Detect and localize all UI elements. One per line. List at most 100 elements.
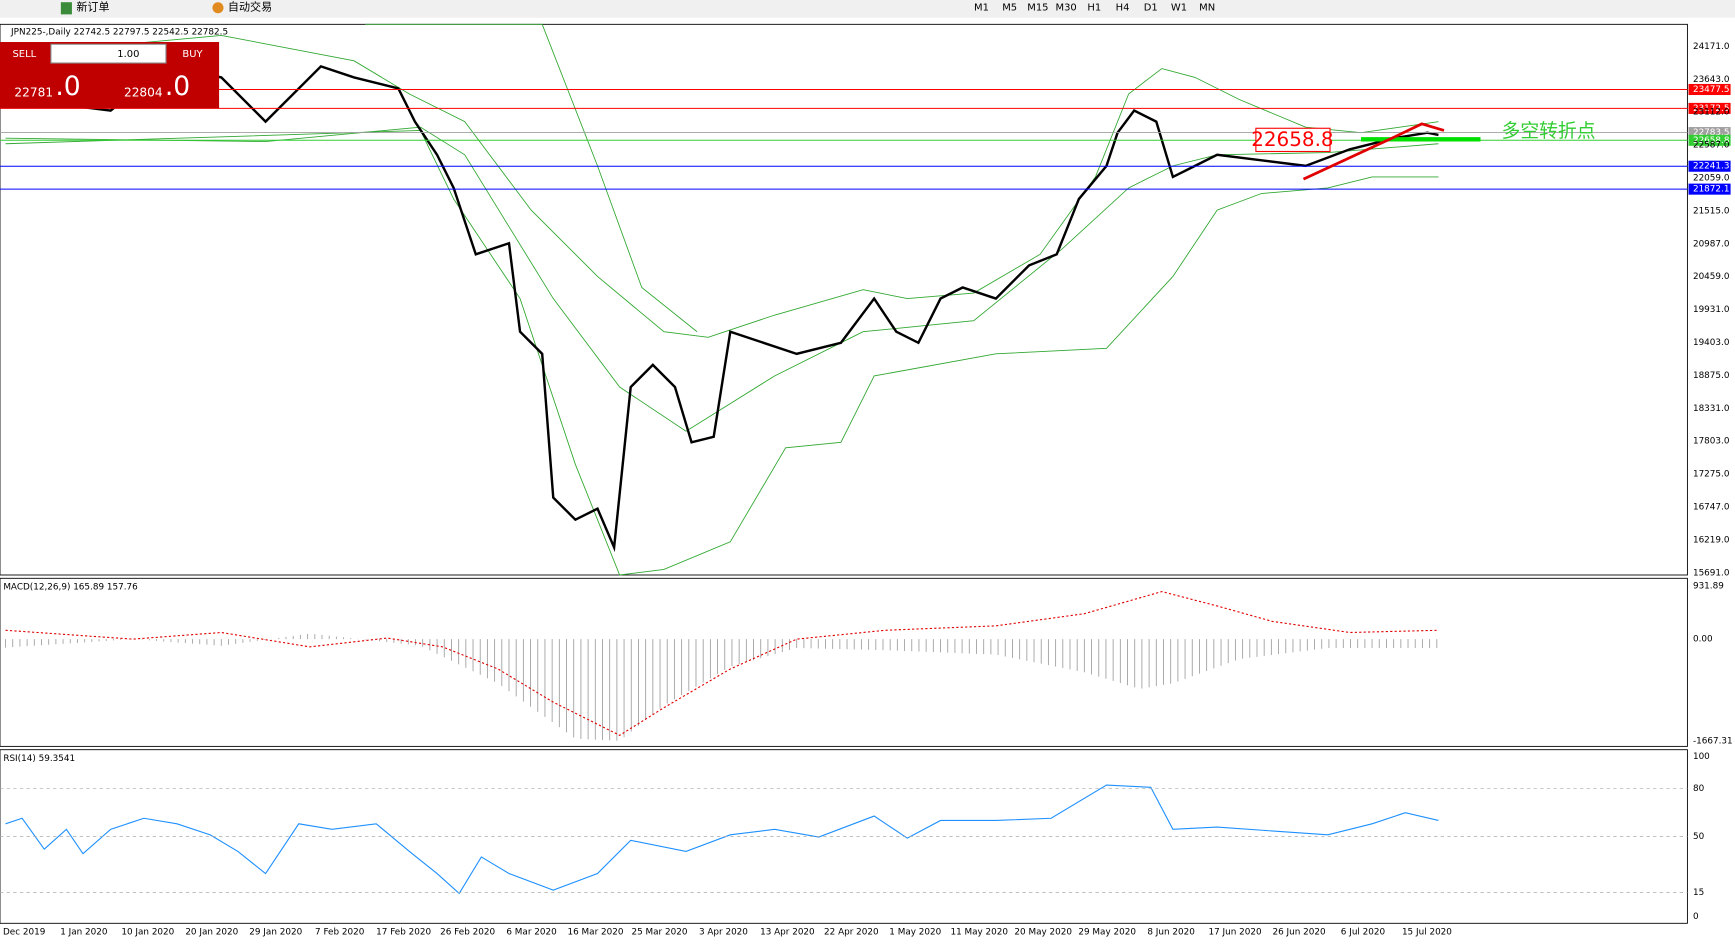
price-tick-label: 22587.0 bbox=[1693, 141, 1730, 151]
level-label: 23477.5 bbox=[1693, 85, 1730, 95]
price-tick-label: 21515.0 bbox=[1693, 206, 1730, 216]
level-label: 22783.5 bbox=[1693, 128, 1730, 138]
date-label: 10 Jan 2020 bbox=[121, 928, 174, 938]
date-label: 20 Jan 2020 bbox=[185, 928, 238, 938]
date-label: 15 Jul 2020 bbox=[1402, 928, 1452, 938]
date-label: 6 Jul 2020 bbox=[1341, 928, 1386, 938]
price-tick-label: 18875.0 bbox=[1693, 371, 1730, 381]
timeframe-button[interactable]: M15 bbox=[1027, 3, 1048, 14]
auto-trading-button[interactable]: 自动交易 bbox=[228, 0, 272, 14]
timeframe-button[interactable]: M5 bbox=[1002, 3, 1017, 14]
level-tag bbox=[1688, 183, 1731, 195]
price-tick-label: 16747.0 bbox=[1693, 502, 1730, 512]
macd-frame bbox=[0, 577, 1688, 747]
date-label: 26 Jun 2020 bbox=[1272, 928, 1326, 938]
price-tick-label: 15691.0 bbox=[1693, 568, 1730, 578]
price-tick-label: 16219.0 bbox=[1693, 535, 1730, 545]
lot-input[interactable] bbox=[50, 43, 167, 64]
level-tag bbox=[1688, 160, 1731, 172]
bollinger-upper-2 bbox=[365, 23, 698, 333]
level-tag bbox=[1688, 134, 1731, 146]
date-label: 20 May 2020 bbox=[1014, 928, 1072, 938]
level-label: 21872.1 bbox=[1693, 185, 1730, 195]
date-label: 16 Mar 2020 bbox=[568, 928, 624, 938]
timeframe-button[interactable]: H4 bbox=[1116, 3, 1130, 14]
new-order-button[interactable]: 新订单 bbox=[76, 0, 109, 14]
chart-header: JPN225-,Daily 22742.5 22797.5 22542.5 22… bbox=[10, 28, 228, 38]
level-label: 22658.8 bbox=[1693, 136, 1730, 146]
macd-label: MACD(12,26,9) 165.89 157.76 bbox=[3, 583, 138, 593]
level-tag bbox=[1688, 83, 1731, 96]
date-label: 1 May 2020 bbox=[889, 928, 941, 938]
date-label: 1 Jan 2020 bbox=[60, 928, 108, 938]
annotation-note: 多空转折点 bbox=[1502, 120, 1596, 142]
trend-arrow bbox=[1302, 122, 1445, 181]
sell-price[interactable]: 22781 bbox=[14, 85, 53, 99]
macd-tick-label: 931.89 bbox=[1693, 582, 1724, 592]
timeframe-button[interactable]: MN bbox=[1199, 3, 1215, 14]
price-candles bbox=[5, 64, 1439, 553]
rsi-tick-label: 0 bbox=[1693, 912, 1699, 922]
price-tick-label: 23112.0 bbox=[1693, 108, 1730, 118]
macd-tick-label: 0.00 bbox=[1693, 635, 1713, 645]
price-tick-label: 20987.0 bbox=[1693, 239, 1730, 249]
new-order-icon[interactable] bbox=[60, 2, 72, 15]
lot-value[interactable]: 1.00 bbox=[117, 49, 139, 60]
price-tick-label: 19931.0 bbox=[1693, 305, 1730, 315]
date-label: 17 Feb 2020 bbox=[376, 928, 431, 938]
date-label: 26 Feb 2020 bbox=[440, 928, 495, 938]
price-tick-label: 17275.0 bbox=[1693, 470, 1730, 480]
rsi-label: RSI(14) 59.3541 bbox=[3, 754, 75, 764]
levels: 23477.523172.522783.522658.822241.321872… bbox=[0, 83, 1731, 195]
price-tick-label: 24171.0 bbox=[1693, 42, 1730, 52]
price-tick-label: 18331.0 bbox=[1693, 404, 1730, 414]
rsi-tick-label: 15 bbox=[1693, 888, 1704, 898]
timeframe-button[interactable]: W1 bbox=[1171, 3, 1187, 14]
timeframe-button[interactable]: M30 bbox=[1055, 3, 1076, 14]
price-tick-label: 22059.0 bbox=[1693, 174, 1730, 184]
buy-button[interactable]: BUY bbox=[182, 49, 203, 60]
level-label: 22241.3 bbox=[1693, 162, 1730, 172]
buy-price[interactable]: 22804 bbox=[124, 85, 163, 99]
buy-price-big[interactable]: .0 bbox=[165, 71, 190, 102]
price-box-label: 22658.8 bbox=[1251, 128, 1333, 151]
level-tag bbox=[1688, 127, 1731, 139]
timeframe-button[interactable]: H1 bbox=[1087, 3, 1101, 14]
timeframe-button[interactable]: D1 bbox=[1144, 3, 1158, 14]
trade-panel: SELL 1.00 BUY 22781 .0 22804 .0 bbox=[0, 42, 220, 109]
rsi-tick-label: 50 bbox=[1693, 832, 1705, 842]
toolbar bbox=[0, 0, 1735, 18]
sell-button[interactable]: SELL bbox=[13, 49, 37, 60]
date-label: 3 Apr 2020 bbox=[699, 928, 748, 938]
date-label: 13 Apr 2020 bbox=[760, 928, 815, 938]
toolbar-group: 新订单 自动交易 bbox=[60, 0, 272, 15]
bollinger-middle bbox=[5, 126, 1439, 432]
macd-tick-label: -1667.31 bbox=[1693, 736, 1733, 746]
date-label: 6 Mar 2020 bbox=[506, 928, 557, 938]
sell-price-big[interactable]: .0 bbox=[55, 71, 80, 102]
date-label: 22 Apr 2020 bbox=[824, 928, 879, 938]
date-label: 8 Jun 2020 bbox=[1147, 928, 1195, 938]
price-tick-label: 17803.0 bbox=[1693, 437, 1730, 447]
level-tag bbox=[1688, 102, 1731, 114]
level-label: 23172.5 bbox=[1693, 104, 1730, 114]
auto-trading-icon[interactable] bbox=[212, 2, 224, 14]
date-label: 29 May 2020 bbox=[1078, 928, 1136, 938]
bollinger-upper bbox=[5, 34, 1439, 338]
rsi-tick-label: 100 bbox=[1693, 752, 1710, 762]
date-label: 17 Jun 2020 bbox=[1209, 928, 1263, 938]
axes: M1 M5 M15 M30 H1 H4 D1 W1 MN 24171.0 23643.0 23112.… bbox=[0, 3, 1733, 938]
date-label: 3 Dec 2019 bbox=[0, 928, 45, 938]
rsi-line bbox=[5, 784, 1439, 895]
price-tick-label: 20459.0 bbox=[1693, 272, 1730, 282]
price-tick-label: 19403.0 bbox=[1693, 338, 1730, 348]
main-chart-frame bbox=[0, 23, 1688, 576]
date-label: 29 Jan 2020 bbox=[249, 928, 302, 938]
rsi-tick-label: 80 bbox=[1693, 784, 1705, 794]
timeframe-button[interactable]: M1 bbox=[974, 3, 989, 14]
macd-histogram bbox=[5, 633, 1438, 741]
date-label: 25 Mar 2020 bbox=[631, 928, 687, 938]
bollinger-lower bbox=[5, 130, 1439, 576]
price-box bbox=[1255, 127, 1331, 153]
